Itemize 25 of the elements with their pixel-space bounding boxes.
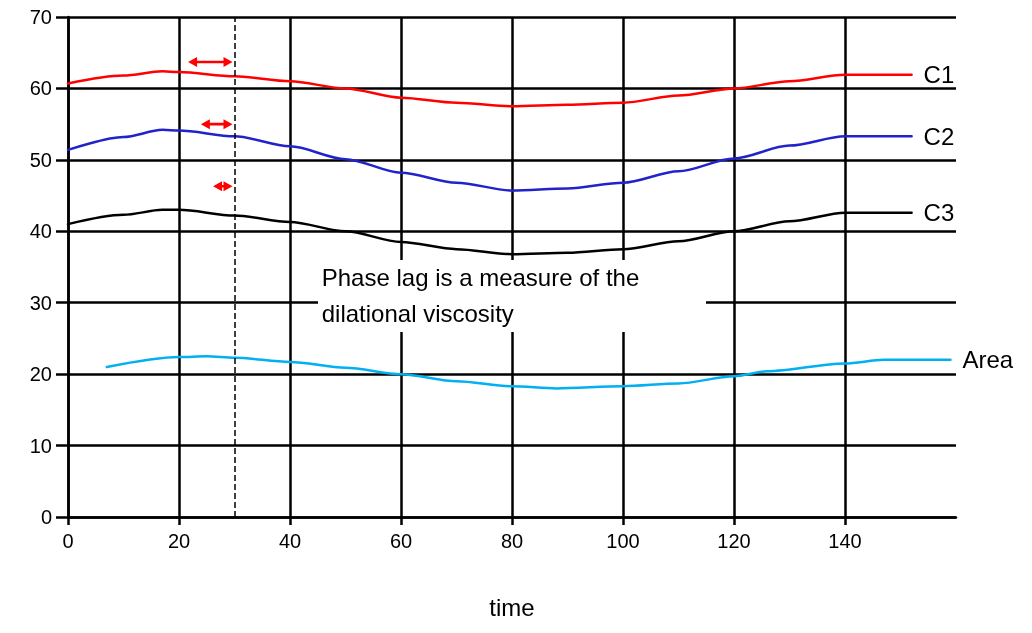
y-tick-label: 50: [29, 148, 52, 171]
y-tick-label: 0: [40, 506, 52, 528]
y-tick-label: 70: [29, 6, 52, 28]
series-label: C3: [923, 199, 955, 227]
series-label: C2: [923, 122, 955, 150]
x-tick-label: 80: [500, 530, 524, 552]
x-tick-label: 140: [828, 530, 862, 552]
x-tick-label: 0: [62, 530, 74, 552]
x-tick-label: 120: [717, 530, 751, 552]
x-tick-label: 60: [389, 530, 413, 552]
line-series: [105, 355, 952, 390]
line-series: [66, 70, 913, 108]
series-label: Area: [962, 346, 1014, 374]
x-tick-label: 40: [278, 530, 302, 552]
series-label: C1: [923, 61, 955, 89]
annotation: Phase lag is a measure of the dilational viscosity: [317, 259, 706, 332]
y-tick-label: 20: [29, 363, 52, 386]
x-axis-title: time: [489, 593, 535, 621]
x-tick-label: 100: [606, 530, 640, 552]
y-tick-label: 10: [29, 434, 52, 457]
line-series: [66, 128, 913, 192]
y-tick-label: 40: [29, 220, 52, 243]
x-tick-label: 20: [167, 530, 191, 552]
y-tick-label: 30: [29, 291, 52, 314]
y-tick-label: 60: [29, 77, 52, 100]
